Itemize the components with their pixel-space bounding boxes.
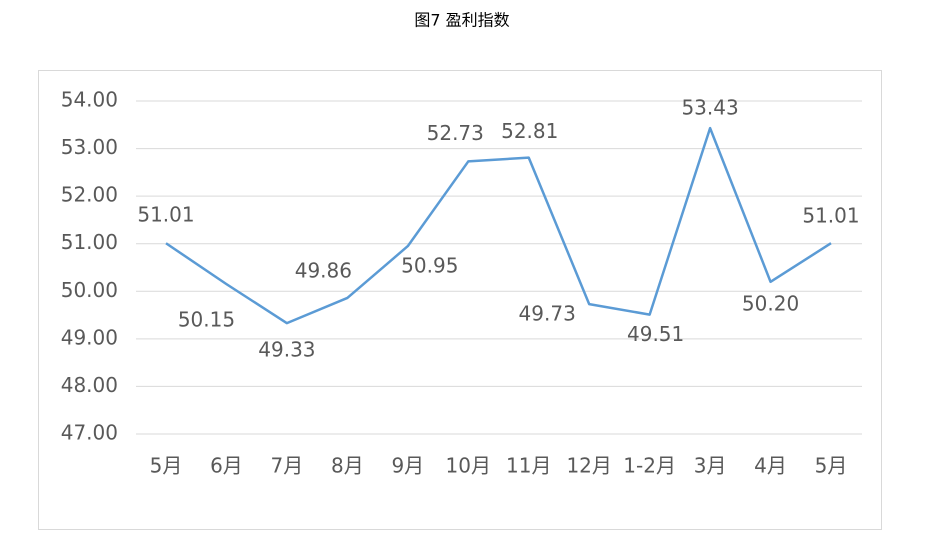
x-tick-label: 1-2月 — [623, 454, 676, 478]
x-tick-label: 11月 — [506, 454, 551, 478]
data-label: 53.43 — [681, 96, 738, 120]
y-tick-label: 53.00 — [61, 135, 118, 159]
x-tick-label: 7月 — [271, 454, 304, 478]
x-tick-label: 12月 — [566, 454, 611, 478]
x-tick-label: 6月 — [210, 454, 243, 478]
y-tick-label: 49.00 — [61, 325, 118, 349]
y-tick-label: 51.00 — [61, 230, 118, 254]
y-tick-label: 54.00 — [61, 88, 118, 112]
data-label: 49.86 — [295, 258, 352, 282]
x-tick-label: 5月 — [150, 454, 183, 478]
data-label: 49.33 — [258, 338, 315, 362]
data-label: 49.73 — [519, 302, 576, 326]
data-label: 50.95 — [401, 254, 458, 278]
chart-title: 图7 盈利指数 — [414, 11, 509, 30]
data-label: 51.01 — [137, 203, 194, 227]
data-label: 52.81 — [501, 119, 558, 143]
data-label: 50.15 — [178, 308, 235, 332]
chart-frame — [38, 70, 882, 530]
y-tick-label: 52.00 — [61, 183, 118, 207]
data-label: 49.51 — [627, 322, 684, 346]
data-label: 50.20 — [742, 291, 799, 315]
data-label: 51.01 — [802, 204, 859, 228]
x-tick-label: 4月 — [754, 454, 787, 478]
data-label: 52.73 — [427, 121, 484, 145]
x-tick-label: 9月 — [391, 454, 424, 478]
data-line — [165, 126, 832, 325]
x-tick-label: 5月 — [815, 454, 848, 478]
y-tick-label: 47.00 — [61, 421, 118, 445]
x-tick-label: 10月 — [446, 454, 491, 478]
x-tick-label: 8月 — [331, 454, 364, 478]
y-tick-label: 48.00 — [61, 373, 118, 397]
y-tick-label: 50.00 — [61, 278, 118, 302]
x-tick-label: 3月 — [694, 454, 727, 478]
